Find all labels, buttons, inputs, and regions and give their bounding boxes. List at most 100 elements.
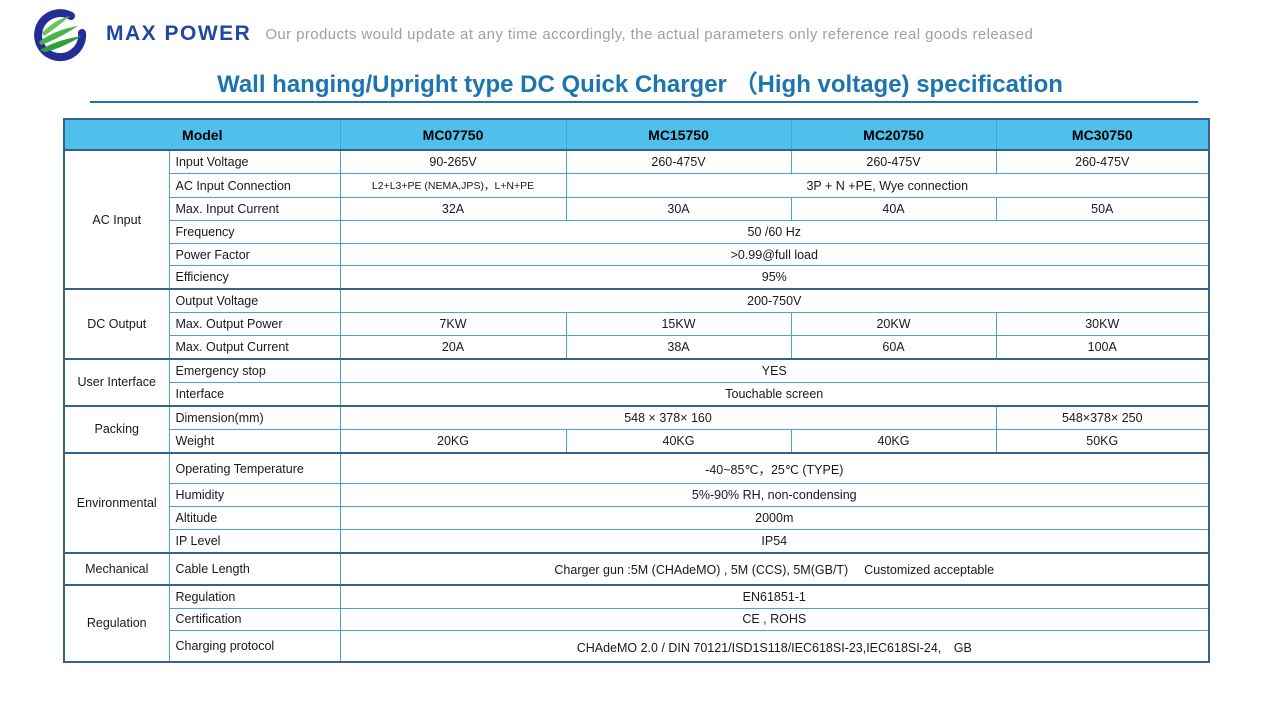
param-label: Operating Temperature: [168, 451, 341, 485]
value-cell: 548 × 378× 160: [339, 404, 997, 430]
table-row: Frequency 50 /60 Hz: [64, 219, 1210, 244]
table-row: IP Level IP54: [64, 528, 1210, 554]
param-label: Frequency: [168, 219, 341, 244]
table-row: Charging protocol CHAdeMO 2.0 / DIN 7012…: [64, 630, 1210, 663]
page-title: Wall hanging/Upright type DC Quick Charg…: [217, 71, 1063, 98]
value-cell: 5%-90% RH, non-condensing: [339, 483, 1210, 508]
table-row: DC Output Output Voltage 200-750V: [63, 288, 1210, 360]
model-header-cell: Model: [63, 118, 341, 151]
param-label: Input Voltage: [168, 148, 341, 174]
group-label: Packing: [63, 404, 170, 454]
value-cell: 40KG: [790, 428, 997, 454]
param-label: Altitude: [168, 506, 341, 530]
param-label: Max. Output Current: [168, 335, 341, 360]
value-cell: 2000m: [339, 506, 1210, 530]
table-row: User Interface Emergency stop YES: [63, 357, 1210, 407]
title-underline: [90, 101, 1198, 103]
value-cell: YES: [339, 357, 1210, 383]
param-label: Efficiency: [168, 265, 341, 290]
value-cell: 548×378× 250: [995, 404, 1210, 430]
table-row: Humidity 5%-90% RH, non-condensing: [64, 483, 1210, 508]
value-cell: 200-750V: [339, 288, 1210, 314]
table-row: Environmental Operating Temperature -40~…: [63, 451, 1210, 554]
table-row: Altitude 2000m: [64, 506, 1210, 530]
table-row: Max. Output Power 7KW 15KW 20KW 30KW: [64, 312, 1210, 337]
param-label: IP Level: [168, 528, 341, 554]
table-row: AC Input Connection L2+L3+PE (NEMA,JPS)，…: [64, 172, 1210, 199]
value-cell: 30A: [565, 197, 792, 221]
group-label: Environmental: [63, 451, 170, 554]
value-cell: 7KW: [339, 312, 567, 337]
group-label: Mechanical: [63, 551, 170, 586]
value-cell: 50A: [995, 197, 1210, 221]
table-row: AC Input Input Voltage 90-265V 260-475V …: [63, 148, 1210, 290]
param-label: Weight: [168, 428, 341, 454]
value-cell: 40A: [790, 197, 997, 221]
table-header-row: Model MC07750 MC15750 MC20750 MC30750: [63, 118, 1210, 151]
group-label: DC Output: [63, 288, 170, 360]
table-row: Mechanical Cable Length Charger gun :5M …: [63, 551, 1210, 586]
param-label: Emergency stop: [168, 357, 341, 383]
value-cell: 50KG: [995, 428, 1210, 454]
value-cell: EN61851-1: [339, 583, 1210, 609]
model-column-header: MC20750: [790, 118, 997, 151]
value-cell: IP54: [339, 528, 1210, 554]
param-label: Certification: [168, 607, 341, 632]
param-label: Dimension(mm): [168, 404, 341, 430]
value-cell: >0.99@full load: [339, 242, 1210, 267]
group-label: Regulation: [63, 583, 170, 663]
maxpower-logo-icon: [34, 9, 87, 62]
param-label: Max. Output Power: [168, 312, 341, 337]
value-cell: 100A: [995, 335, 1210, 360]
value-cell: 260-475V: [995, 148, 1210, 174]
value-cell: 260-475V: [565, 148, 792, 174]
table-row: Efficiency 95%: [64, 265, 1210, 290]
group-label: User Interface: [63, 357, 170, 407]
value-cell: 90-265V: [339, 148, 567, 174]
value-cell: -40~85℃，25℃ (TYPE): [339, 451, 1210, 485]
param-label: AC Input Connection: [168, 172, 341, 199]
brand-tagline: Our products would update at any time ac…: [265, 25, 1034, 43]
value-cell: Charger gun :5M (CHAdeMO) , 5M (CCS), 5M…: [339, 551, 1210, 586]
group-label: AC Input: [63, 148, 170, 290]
value-cell: 32A: [339, 197, 567, 221]
value-cell: 20KW: [790, 312, 997, 337]
param-label: Cable Length: [168, 551, 341, 586]
table-row: Max. Input Current 32A 30A 40A 50A: [64, 197, 1210, 221]
table-row: Regulation Regulation EN61851-1: [63, 583, 1210, 663]
param-label: Power Factor: [168, 242, 341, 267]
value-cell: 20KG: [339, 428, 567, 454]
model-column-header: MC07750: [339, 118, 567, 151]
table-row: Weight 20KG 40KG 40KG 50KG: [64, 428, 1210, 454]
table-row: Packing Dimension(mm) 548 × 378× 160 548…: [63, 404, 1210, 454]
spec-table: Model MC07750 MC15750 MC20750 MC30750 AC…: [63, 118, 1211, 663]
param-label: Interface: [168, 381, 341, 407]
value-cell: 30KW: [995, 312, 1210, 337]
value-cell: CHAdeMO 2.0 / DIN 70121/ISD1S118/IEC618S…: [339, 630, 1210, 663]
value-cell: 50 /60 Hz: [339, 219, 1210, 244]
value-cell: 15KW: [565, 312, 792, 337]
brand-bar: MAX POWER Our products would update at a…: [28, 6, 1033, 62]
param-label: Output Voltage: [168, 288, 341, 314]
model-column-header: MC15750: [565, 118, 792, 151]
value-cell: CE , ROHS: [339, 607, 1210, 632]
param-label: Humidity: [168, 483, 341, 508]
brand-name: MAX POWER: [106, 22, 252, 45]
value-cell: Touchable screen: [339, 381, 1210, 407]
value-cell: 3P + N +PE, Wye connection: [565, 172, 1210, 199]
value-cell: 95%: [339, 265, 1210, 290]
model-column-header: MC30750: [995, 118, 1210, 151]
table-row: Certification CE , ROHS: [64, 607, 1210, 632]
value-cell: 40KG: [565, 428, 792, 454]
value-cell: 20A: [339, 335, 567, 360]
value-cell: 260-475V: [790, 148, 997, 174]
value-cell: 60A: [790, 335, 997, 360]
table-row: Power Factor >0.99@full load: [64, 242, 1210, 267]
table-row: Max. Output Current 20A 38A 60A 100A: [64, 335, 1210, 360]
param-label: Regulation: [168, 583, 341, 609]
table-row: Interface Touchable screen: [64, 381, 1210, 407]
value-cell: L2+L3+PE (NEMA,JPS)，L+N+PE: [339, 172, 567, 199]
param-label: Charging protocol: [168, 630, 341, 663]
value-cell: 38A: [565, 335, 792, 360]
param-label: Max. Input Current: [168, 197, 341, 221]
